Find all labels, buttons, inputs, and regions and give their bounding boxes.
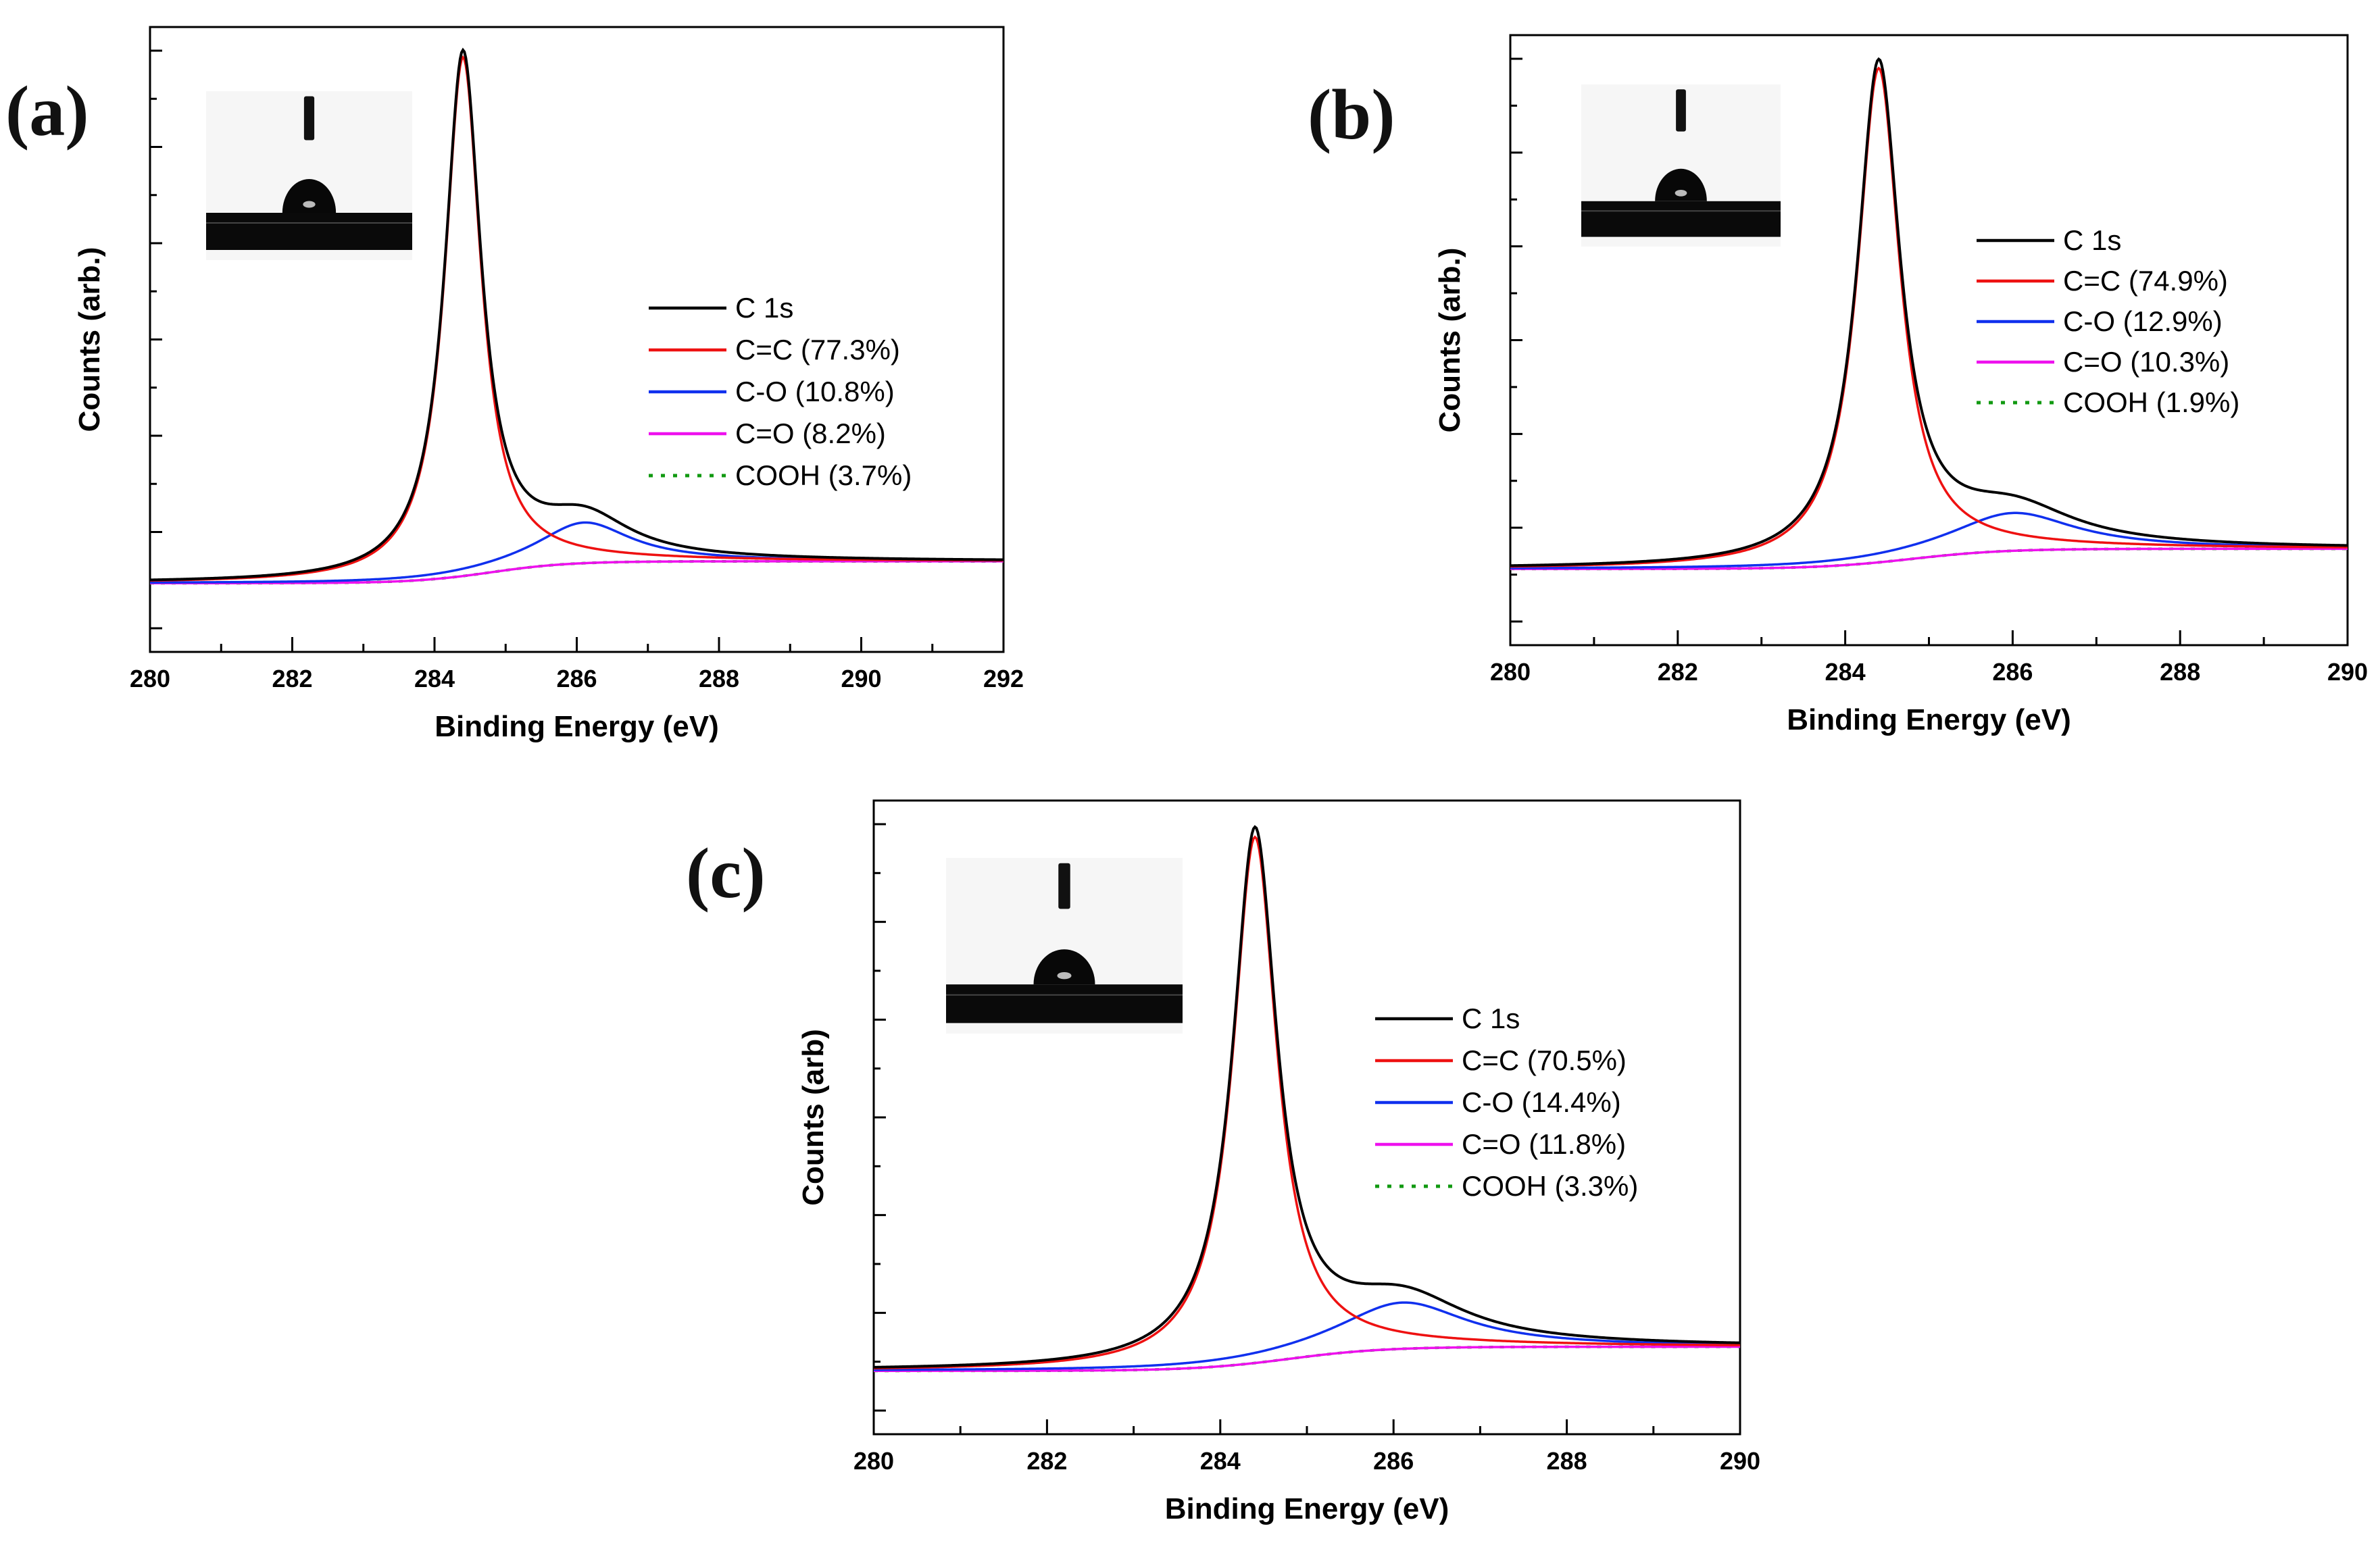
- series-line-cooh: [1510, 547, 2348, 571]
- legend-label-cdo: C=O (11.8%): [1462, 1128, 1626, 1160]
- x-axis-title: Binding Energy (eV): [1165, 1492, 1449, 1525]
- water-droplet: [1655, 168, 1707, 201]
- y-axis-title: Counts (arb): [797, 1029, 830, 1206]
- legend-label-cc: C=C (74.9%): [2063, 265, 2228, 297]
- series-line-co: [1510, 511, 2348, 569]
- legend-label-c1s: C 1s: [735, 292, 793, 324]
- legend-label-cc: C=C (77.3%): [735, 334, 900, 365]
- droplet-highlight: [1057, 972, 1072, 980]
- x-tick-label: 286: [556, 665, 597, 692]
- x-axis-title: Binding Energy (eV): [435, 710, 718, 743]
- series-line-c1s: [874, 825, 1740, 1369]
- x-tick-label: 286: [1373, 1447, 1414, 1475]
- series-line-cdo: [874, 1345, 1740, 1372]
- x-tick-label: 280: [130, 665, 170, 692]
- series-line-c1s: [150, 47, 1003, 582]
- panel-c: (c) 280 282 284 286 288 290 Binding Energy (eV)…: [686, 799, 1760, 1525]
- legend-label-co: C-O (12.9%): [2063, 305, 2223, 337]
- legend-label-cooh: COOH (1.9%): [2063, 386, 2239, 418]
- contact-angle-inset-photo: [206, 91, 412, 260]
- y-axis-title: Counts (arb.): [73, 247, 106, 432]
- syringe-needle: [1058, 863, 1070, 909]
- contact-angle-inset-photo: [1581, 84, 1781, 247]
- droplet-highlight: [1675, 190, 1687, 197]
- substrate: [206, 213, 412, 250]
- series-line-cooh: [874, 1345, 1740, 1373]
- panel-label: (b): [1308, 75, 1395, 154]
- x-tick-label: 288: [699, 665, 739, 692]
- x-tick-label: 284: [1200, 1447, 1241, 1475]
- series-line-cc: [1510, 66, 2348, 568]
- series-line-cc: [150, 55, 1003, 582]
- legend: C 1s C=C (70.5%) C-O (14.4%) C=O (11.8%) COO…: [1375, 1003, 1638, 1202]
- x-tick-label: 282: [1658, 658, 1698, 686]
- series-line-cdo: [150, 560, 1003, 584]
- series-line-cdo: [1510, 547, 2348, 570]
- legend: C 1s C=C (74.9%) C-O (12.9%) C=O (10.3%) COO…: [1977, 224, 2239, 418]
- series-line-c1s: [1510, 57, 2348, 567]
- panel-label: (c): [686, 834, 766, 913]
- water-droplet: [1033, 949, 1095, 985]
- legend-label-cooh: COOH (3.7%): [735, 459, 912, 491]
- series-line-cc: [874, 835, 1740, 1370]
- x-tick-label: 282: [1026, 1447, 1067, 1475]
- x-tick-label: 288: [1547, 1447, 1587, 1475]
- droplet-highlight: [303, 201, 316, 208]
- substrate: [1581, 201, 1781, 237]
- contact-angle-inset-photo: [946, 858, 1183, 1034]
- x-tick-label: 290: [2327, 658, 2368, 686]
- panel-b: (b) 280 282 284 286 288 290 Binding Energy (eV)…: [1308, 34, 2368, 736]
- series-line-co: [874, 1301, 1740, 1371]
- x-tick-label: 280: [853, 1447, 894, 1475]
- water-droplet: [282, 179, 337, 213]
- x-tick-label: 288: [2160, 658, 2200, 686]
- legend-label-cooh: COOH (3.3%): [1462, 1170, 1638, 1202]
- legend-label-cc: C=C (70.5%): [1462, 1044, 1627, 1076]
- x-tick-label: 282: [272, 665, 312, 692]
- x-tick-label: 286: [1992, 658, 2033, 686]
- legend-label-cdo: C=O (10.3%): [2063, 346, 2229, 378]
- legend-label-c1s: C 1s: [1462, 1003, 1520, 1034]
- y-axis-title: Counts (arb.): [1433, 248, 1466, 433]
- panel-a: (a) 280 282 284 286 288 290 292 Binding Energy (…: [5, 26, 1024, 743]
- syringe-needle: [1676, 89, 1686, 132]
- legend: C 1s C=C (77.3%) C-O (10.8%) C=O (8.2%) COOH…: [649, 292, 912, 491]
- x-axis-title: Binding Energy (eV): [1787, 703, 2071, 736]
- x-tick-label: 290: [841, 665, 881, 692]
- substrate: [946, 984, 1183, 1023]
- x-tick-label: 284: [1825, 658, 1866, 686]
- x-tick-label: 284: [414, 665, 455, 692]
- x-tick-label: 290: [1720, 1447, 1760, 1475]
- legend-label-c1s: C 1s: [2063, 224, 2121, 256]
- x-tick-label: 292: [983, 665, 1024, 692]
- x-tick-label: 280: [1490, 658, 1531, 686]
- legend-label-co: C-O (10.8%): [735, 376, 895, 407]
- legend-label-co: C-O (14.4%): [1462, 1086, 1621, 1118]
- syringe-needle: [303, 96, 315, 141]
- legend-label-cdo: C=O (8.2%): [735, 417, 886, 449]
- panel-label: (a): [5, 72, 89, 151]
